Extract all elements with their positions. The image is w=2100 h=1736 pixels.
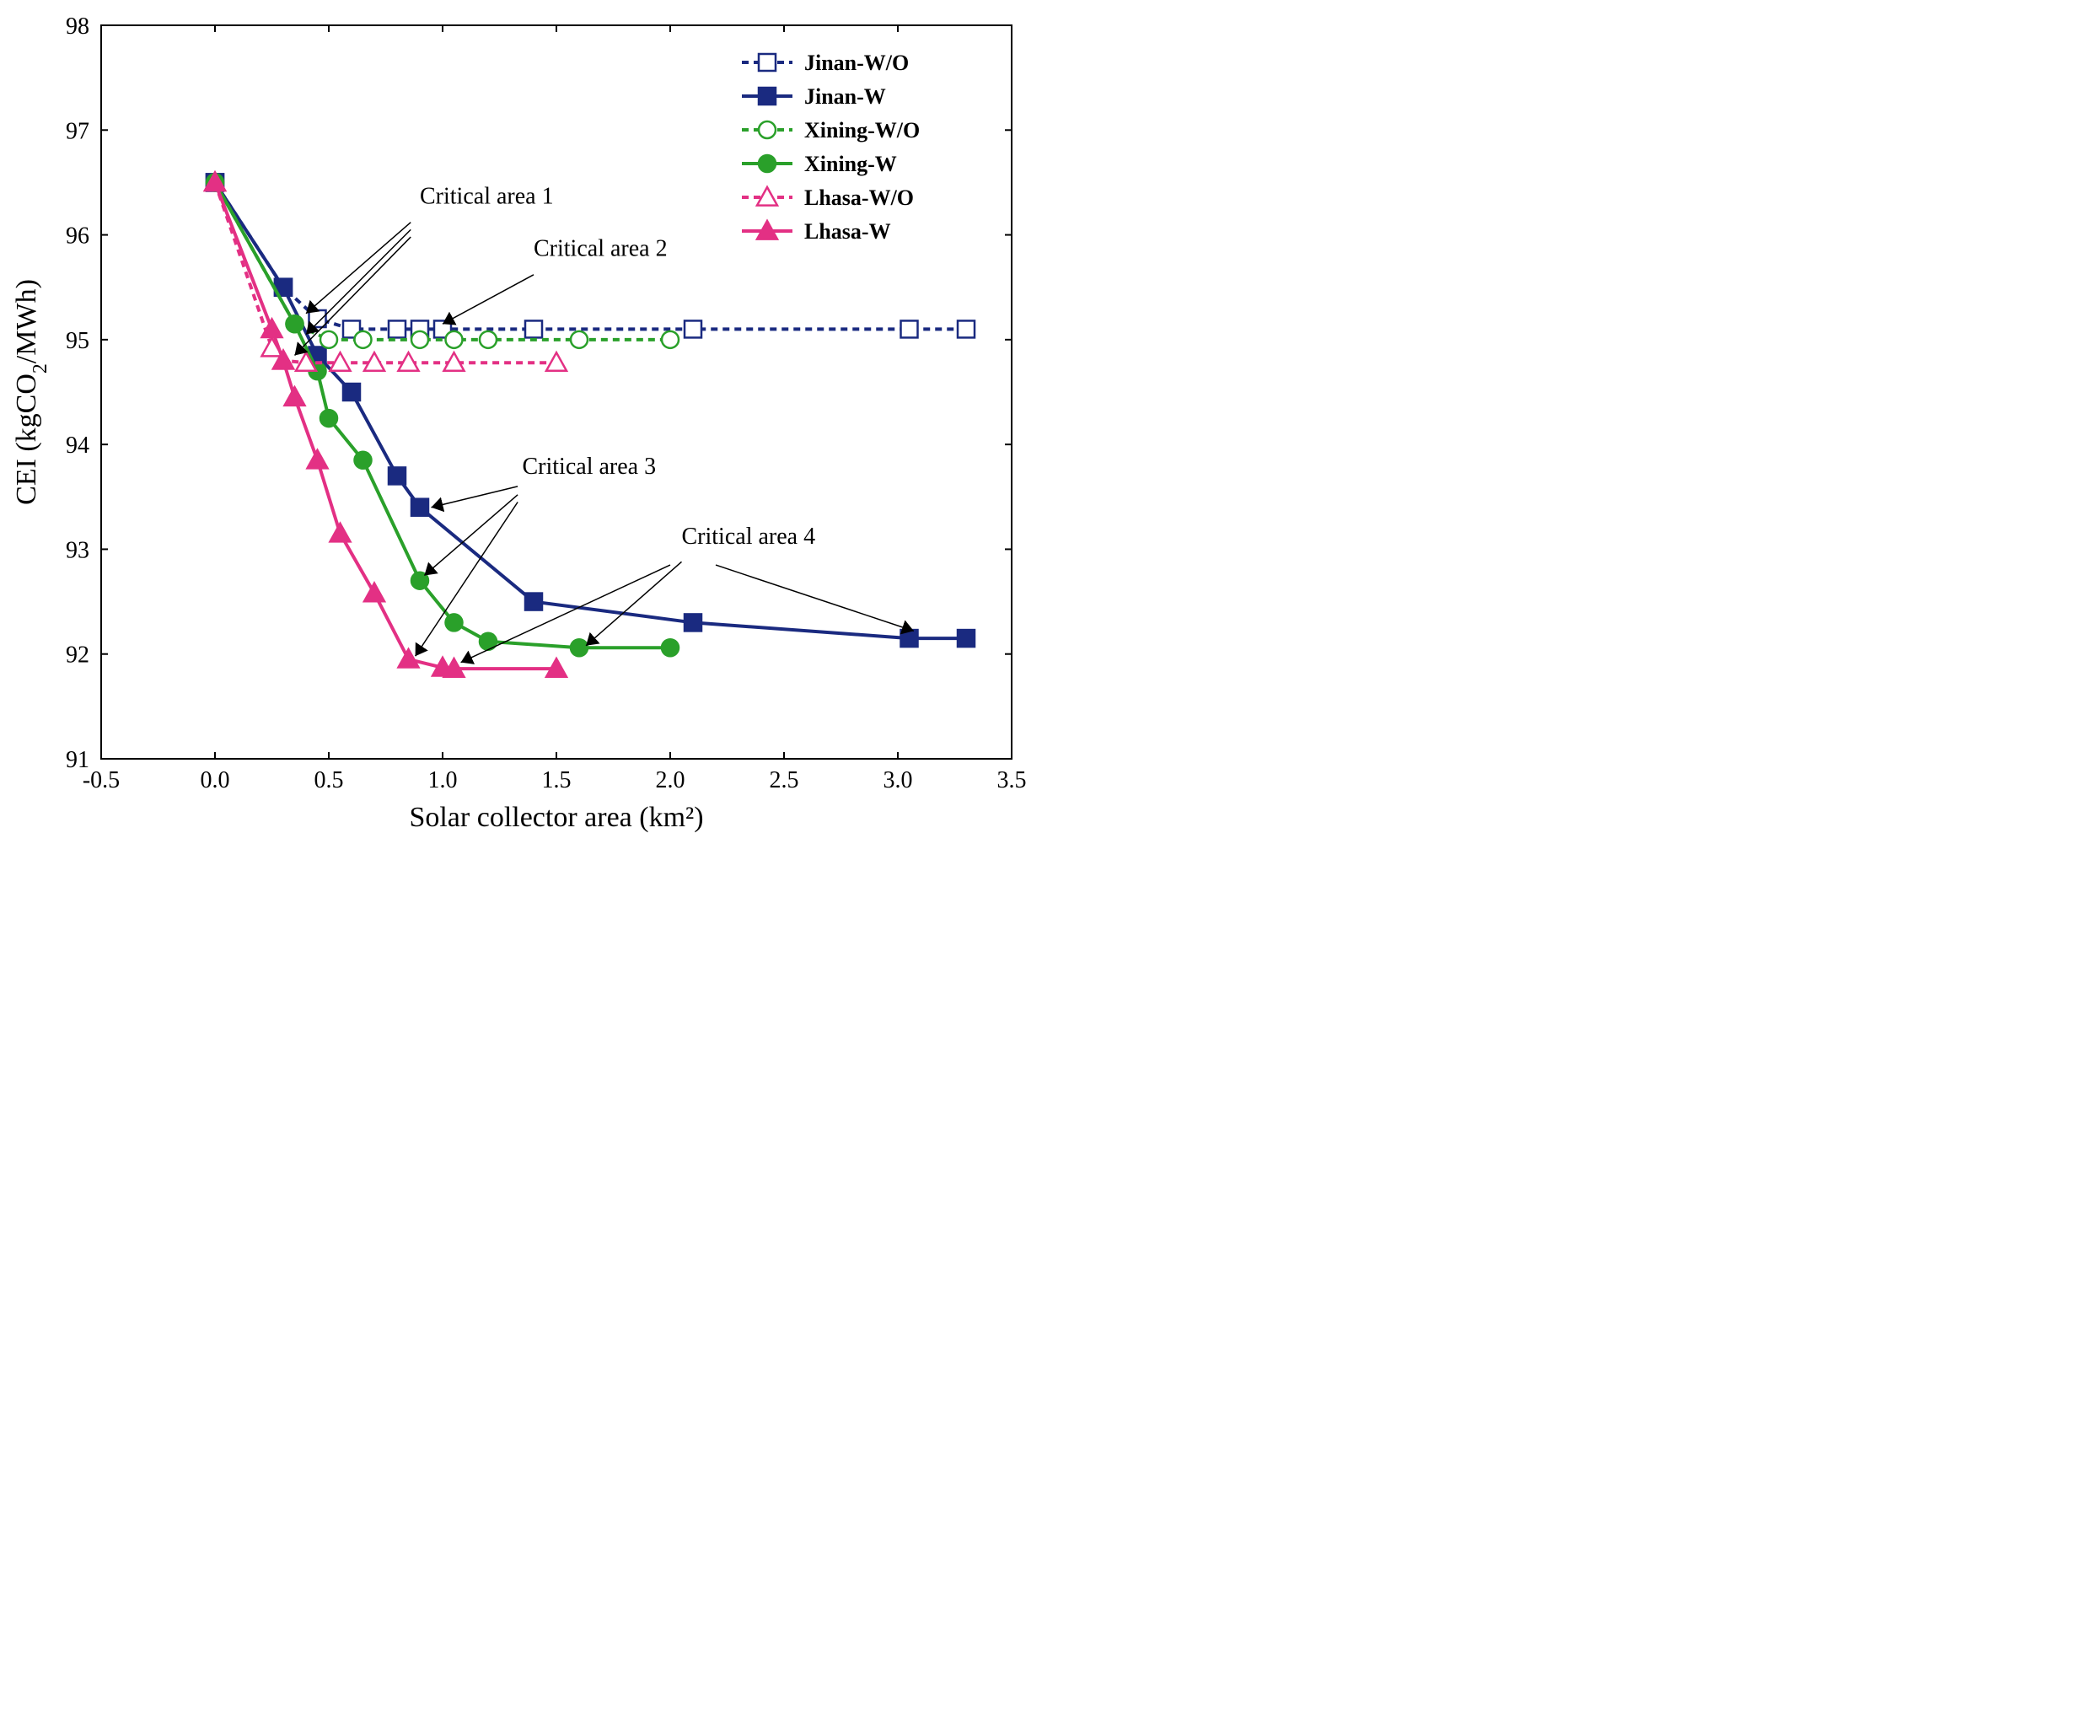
y-tick-label: 92: [66, 642, 89, 669]
legend-label: Jinan-W/O: [804, 51, 909, 75]
legend-label: Lhasa-W: [804, 219, 891, 244]
x-tick-label: 3.5: [997, 767, 1027, 793]
y-tick-label: 95: [66, 328, 89, 354]
y-tick-label: 91: [66, 747, 89, 773]
x-tick-label: 0.5: [314, 767, 344, 793]
cei-vs-area-chart: -0.50.00.51.01.52.02.53.03.5919293949596…: [0, 0, 1050, 868]
y-tick-label: 96: [66, 223, 89, 250]
legend-label: Xining-W/O: [804, 118, 920, 142]
legend-label: Jinan-W: [804, 84, 886, 109]
x-tick-label: 3.0: [884, 767, 913, 793]
y-tick-label: 97: [66, 118, 89, 144]
annotation-2: Critical area 2: [443, 235, 668, 324]
x-tick-label: 2.5: [770, 767, 799, 793]
annotation-label: Critical area 2: [534, 235, 668, 261]
x-tick-label: 0.0: [201, 767, 230, 793]
legend-label: Xining-W: [804, 152, 897, 176]
annotation-label: Critical area 3: [523, 454, 657, 480]
annotation-label: Critical area 4: [682, 524, 816, 550]
annotation-label: Critical area 1: [420, 183, 554, 209]
y-tick-label: 98: [66, 13, 89, 40]
x-tick-label: 1.0: [428, 767, 458, 793]
y-tick-label: 93: [66, 537, 89, 563]
y-axis-label: CEI (kgCO2/MWh): [11, 279, 51, 505]
x-tick-label: 2.0: [656, 767, 685, 793]
legend-label: Lhasa-W/O: [804, 185, 914, 210]
x-tick-label: 1.5: [542, 767, 572, 793]
legend: Jinan-W/O Jinan-W Xining-W/O Xining-W Lhasa-…: [742, 51, 920, 244]
y-tick-label: 94: [66, 433, 89, 459]
x-axis-label: Solar collector area (km²): [409, 802, 703, 833]
chart-svg: -0.50.00.51.01.52.02.53.03.5919293949596…: [0, 0, 1050, 868]
